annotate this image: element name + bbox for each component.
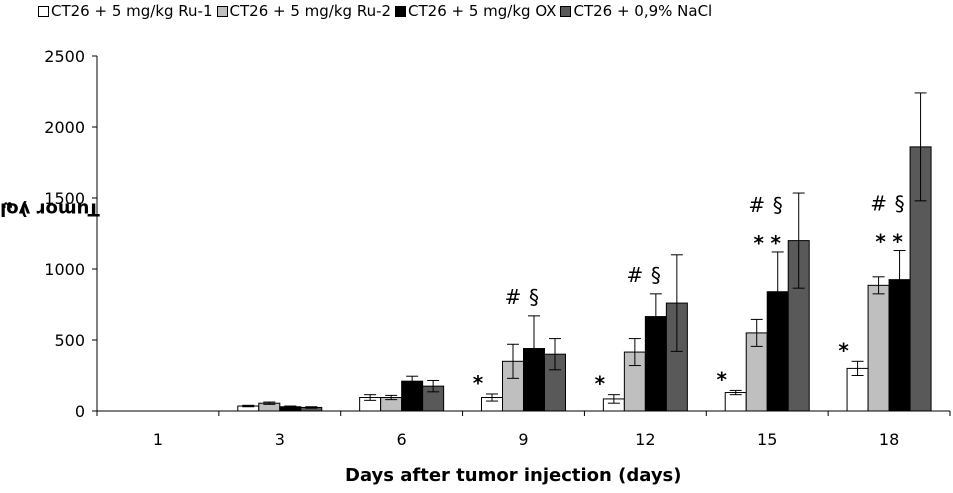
- significance-star: *: [753, 231, 764, 255]
- x-axis-label: Days after tumor injection (days): [345, 465, 682, 486]
- significance-hash: #: [626, 263, 643, 287]
- significance-star: *: [892, 230, 903, 254]
- significance-section: §: [895, 192, 905, 216]
- legend-label-ru1: CT26 + 5 mg/kg Ru-1: [51, 2, 213, 20]
- legend-swatch-ru1: [38, 5, 49, 17]
- x-tick-label: 12: [635, 430, 655, 449]
- significance-star: *: [595, 372, 606, 396]
- x-tick-label: 3: [275, 430, 285, 449]
- y-tick-label: 2000: [44, 118, 85, 137]
- significance-section: §: [529, 285, 539, 309]
- x-tick-label: 1: [153, 430, 163, 449]
- bar-0-5: [724, 392, 747, 412]
- y-axis-label-main: Tumor volume (mm: [0, 198, 100, 220]
- legend-item-nacl: CT26 + 0,9% NaCl: [560, 2, 712, 20]
- significance-star: *: [716, 367, 727, 391]
- significance-star: *: [875, 230, 886, 254]
- bars: [237, 92, 932, 412]
- y-tick-label: 500: [54, 331, 85, 350]
- y-tick-label: 1000: [44, 260, 85, 279]
- significance-hash: #: [505, 285, 522, 309]
- legend-label-ru2: CT26 + 5 mg/kg Ru-2: [229, 2, 392, 20]
- legend-swatch-ru2: [216, 5, 228, 17]
- legend-item-ru1: CT26 + 5 mg/kg Ru-1: [38, 2, 213, 20]
- y-tick-label: 2500: [44, 47, 85, 66]
- significance-star: *: [473, 371, 484, 395]
- legend-swatch-nacl: [560, 5, 572, 17]
- x-tick-label: 15: [757, 430, 777, 449]
- significance-section: §: [773, 193, 783, 217]
- significance-hash: #: [748, 193, 765, 217]
- significance-section: §: [651, 263, 661, 287]
- x-tick-label: 6: [397, 430, 407, 449]
- legend-item-ru2: CT26 + 5 mg/kg Ru-2: [216, 2, 392, 20]
- annotations: *# §*# §**#*§**#*§: [473, 192, 905, 396]
- legend: CT26 + 5 mg/kg Ru-1 CT26 + 5 mg/kg Ru-2 …: [38, 2, 716, 20]
- legend-label-ox: CT26 + 5 mg/kg OX: [408, 2, 557, 20]
- bar-1-6: [867, 284, 890, 412]
- legend-item-ox: CT26 + 5 mg/kg OX: [395, 2, 556, 20]
- axes: 0 500 1000 1500 2000 2500 1 3 6 9 12 15 18: [44, 47, 951, 449]
- x-tick-label: 18: [879, 430, 899, 449]
- y-axis-label-end: ): [19, 198, 29, 220]
- x-tick-label: 9: [518, 430, 528, 449]
- y-tick-label: 1500: [44, 189, 85, 208]
- significance-star: *: [838, 338, 849, 362]
- significance-hash: #: [870, 192, 887, 216]
- legend-label-nacl: CT26 + 0,9% NaCl: [573, 2, 713, 20]
- significance-star: *: [770, 231, 781, 255]
- legend-swatch-ox: [395, 5, 407, 17]
- y-tick-label: 0: [75, 402, 85, 421]
